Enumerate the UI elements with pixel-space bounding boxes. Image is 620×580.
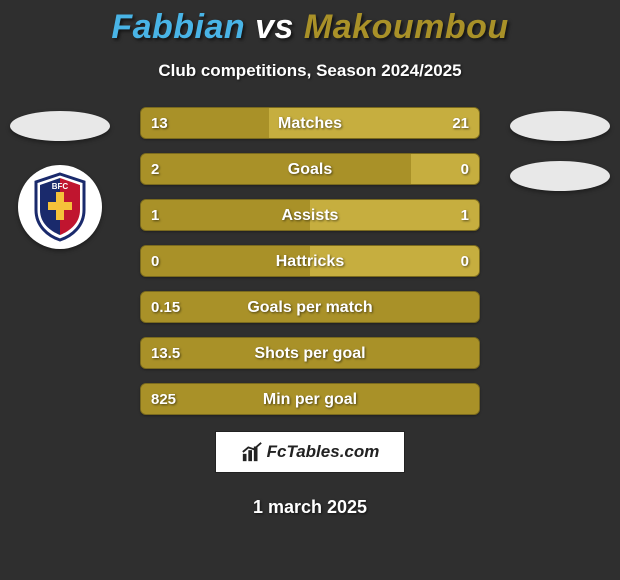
stat-fill-left — [141, 384, 479, 414]
compare-area: BFC 1321Matches 20Goals 11Assists 00Hattric… — [0, 107, 620, 417]
stat-row: 825Min per goal — [140, 383, 480, 415]
stat-row: 00Hattricks — [140, 245, 480, 277]
stat-fill-left — [141, 338, 479, 368]
stat-row: 1321Matches — [140, 107, 480, 139]
stat-row: 0.15Goals per match — [140, 291, 480, 323]
stat-fill-left — [141, 292, 479, 322]
player2-club-badge-placeholder — [510, 161, 610, 191]
player2-avatar-placeholder — [510, 111, 610, 141]
bologna-crest-icon: BFC — [32, 172, 88, 242]
stat-bars: 1321Matches 20Goals 11Assists 00Hattricks 0.… — [140, 107, 480, 429]
stat-row: 20Goals — [140, 153, 480, 185]
stat-fill-left — [141, 246, 310, 276]
stat-fill-right — [310, 246, 479, 276]
stat-row: 13.5Shots per goal — [140, 337, 480, 369]
stat-fill-right — [269, 108, 479, 138]
title-vs: vs — [255, 8, 294, 46]
player1-avatar-placeholder — [10, 111, 110, 141]
brand-box: FcTables.com — [215, 431, 405, 473]
svg-text:BFC: BFC — [52, 182, 69, 191]
brand-text: FcTables.com — [267, 442, 380, 462]
title-player2: Makoumbou — [304, 8, 509, 46]
player1-club-badge: BFC — [18, 165, 102, 249]
stat-fill-left — [141, 108, 269, 138]
page-title: Fabbian vs Makoumbou — [0, 0, 620, 47]
chart-icon — [241, 441, 263, 463]
stat-fill-right — [411, 154, 479, 184]
subtitle: Club competitions, Season 2024/2025 — [0, 61, 620, 81]
left-player-column: BFC — [10, 107, 110, 249]
stat-row: 11Assists — [140, 199, 480, 231]
title-player1: Fabbian — [111, 8, 245, 46]
right-player-column — [510, 107, 610, 191]
stat-fill-left — [141, 154, 411, 184]
stat-fill-right — [310, 200, 479, 230]
footer-date: 1 march 2025 — [0, 497, 620, 518]
stat-fill-left — [141, 200, 310, 230]
